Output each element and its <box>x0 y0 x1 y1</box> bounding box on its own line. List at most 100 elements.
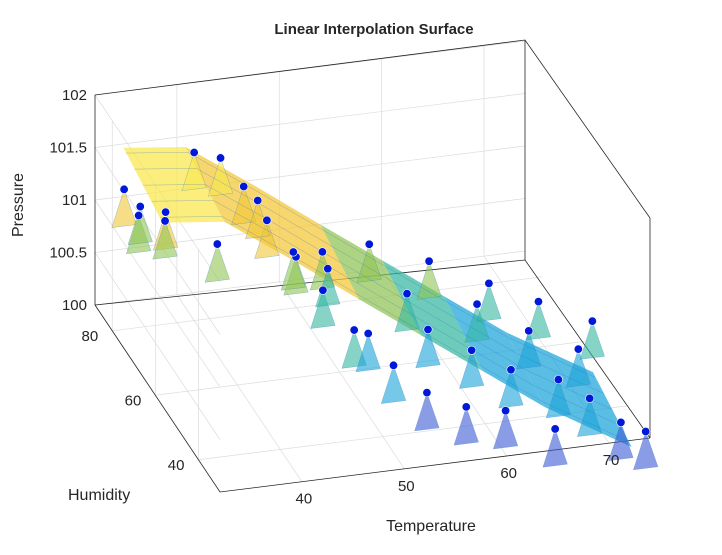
sample-point <box>135 202 145 212</box>
y-tick-label: 60 <box>125 392 142 409</box>
back-wall <box>95 40 650 438</box>
mesh-line <box>384 265 447 302</box>
sample-point <box>318 285 328 295</box>
surface-facet <box>633 430 659 471</box>
mesh-line <box>322 229 385 266</box>
z-tick-label: 101 <box>62 192 87 209</box>
sample-point <box>119 184 129 194</box>
surface-facet <box>310 289 336 329</box>
x-tick-label: 70 <box>603 452 620 469</box>
surface-facet <box>476 282 502 322</box>
sample-point <box>189 148 199 158</box>
mesh-line <box>271 221 340 263</box>
x-axis-label: Temperature <box>386 518 476 535</box>
mesh-line <box>339 261 402 299</box>
surface-patch <box>382 260 483 372</box>
x-tick-label: 60 <box>500 465 517 482</box>
mesh-line <box>401 297 464 334</box>
sample-point <box>585 393 595 403</box>
mesh-line <box>160 216 223 218</box>
sample-point <box>423 325 433 335</box>
sample-point <box>424 256 434 266</box>
mesh-line <box>525 369 613 410</box>
surface-facet <box>394 293 420 333</box>
surface-facet <box>416 260 442 300</box>
sample-point <box>484 278 494 288</box>
sample-point <box>216 153 226 163</box>
sample-point <box>524 326 534 336</box>
mesh-line <box>262 205 332 247</box>
mesh-line <box>142 184 205 186</box>
sample-point <box>239 182 249 192</box>
sample-point <box>253 196 263 206</box>
sample-point <box>389 360 399 370</box>
surface-facet <box>127 205 153 246</box>
sample-point <box>212 239 222 249</box>
mesh-line <box>454 317 518 354</box>
sample-points <box>119 148 651 437</box>
sample-point <box>641 427 651 437</box>
mesh-line <box>134 168 197 170</box>
surface-facet <box>254 219 280 259</box>
z-tick-label: 102 <box>62 87 87 104</box>
surface-facet <box>516 330 542 370</box>
mesh-line <box>222 216 289 254</box>
surface-facet <box>493 410 519 450</box>
surface-facet <box>579 320 605 360</box>
mesh-line <box>204 184 272 222</box>
mesh-line <box>418 329 481 367</box>
surface-facet <box>608 421 634 461</box>
x-tick-label: 40 <box>296 491 313 508</box>
mesh-line <box>348 277 411 315</box>
surface-facet <box>459 349 485 389</box>
chart-title: Linear Interpolation Surface <box>274 21 473 38</box>
mesh-line <box>542 401 630 442</box>
sample-point <box>472 299 482 309</box>
mesh-line <box>356 293 419 331</box>
mesh-line <box>463 333 526 370</box>
sample-point <box>363 329 373 339</box>
z-axis-label: Pressure <box>10 173 27 237</box>
sample-point <box>533 297 543 307</box>
mesh-line <box>480 365 543 403</box>
box-floor-back <box>94 259 651 439</box>
sample-point <box>616 417 626 427</box>
box-floor-front <box>94 304 651 493</box>
sample-point <box>553 375 563 385</box>
surface-facet <box>380 364 407 404</box>
surface-facet <box>152 220 178 260</box>
mesh-line <box>151 200 214 202</box>
surface-facet <box>111 188 137 228</box>
surface-facet <box>464 303 490 343</box>
sample-point <box>550 424 560 434</box>
axes-panes <box>95 40 650 438</box>
sample-point <box>349 325 359 335</box>
mesh-line <box>253 189 323 231</box>
surface-facet <box>565 348 591 388</box>
surface-facet <box>545 378 571 419</box>
sample-point <box>461 402 471 412</box>
surface-mesh <box>111 151 659 471</box>
axes-box <box>94 39 651 493</box>
surface-facet <box>542 428 568 468</box>
sample-point <box>134 210 144 220</box>
mesh-line <box>125 152 188 154</box>
surface-facet <box>453 406 479 446</box>
mesh-line <box>279 237 349 279</box>
sample-point <box>467 345 477 355</box>
surface-facet <box>415 328 441 369</box>
surface-facet <box>498 369 524 409</box>
sample-point <box>422 388 432 398</box>
mesh-line <box>392 281 456 318</box>
sample-point <box>587 316 597 326</box>
mesh-line <box>516 353 604 394</box>
surface-patch <box>444 296 545 408</box>
mesh-line <box>410 313 473 351</box>
sample-point <box>323 264 333 274</box>
pressure-ticks: 100 100.5 101 101.5 102 <box>49 87 87 314</box>
sample-point <box>161 207 171 217</box>
mesh-line <box>213 200 280 238</box>
interpolated-surface <box>123 146 632 447</box>
x-tick-label: 50 <box>398 478 415 495</box>
mesh-line <box>508 337 596 378</box>
